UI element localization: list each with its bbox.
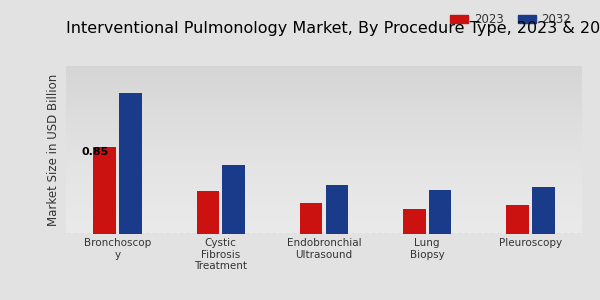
Y-axis label: Market Size in USD Billion: Market Size in USD Billion <box>47 74 61 226</box>
Bar <box>94 148 116 234</box>
Bar <box>532 187 554 234</box>
Bar <box>429 190 451 234</box>
Text: Interventional Pulmonology Market, By Procedure Type, 2023 & 2032: Interventional Pulmonology Market, By Pr… <box>66 21 600 36</box>
Bar <box>223 165 245 234</box>
Bar <box>197 191 219 234</box>
Bar <box>326 185 348 234</box>
Bar <box>119 94 142 234</box>
Legend: 2023, 2032: 2023, 2032 <box>446 8 576 31</box>
Bar <box>300 203 322 234</box>
Bar <box>403 208 425 234</box>
Text: 0.85: 0.85 <box>82 147 109 157</box>
Bar <box>506 206 529 234</box>
